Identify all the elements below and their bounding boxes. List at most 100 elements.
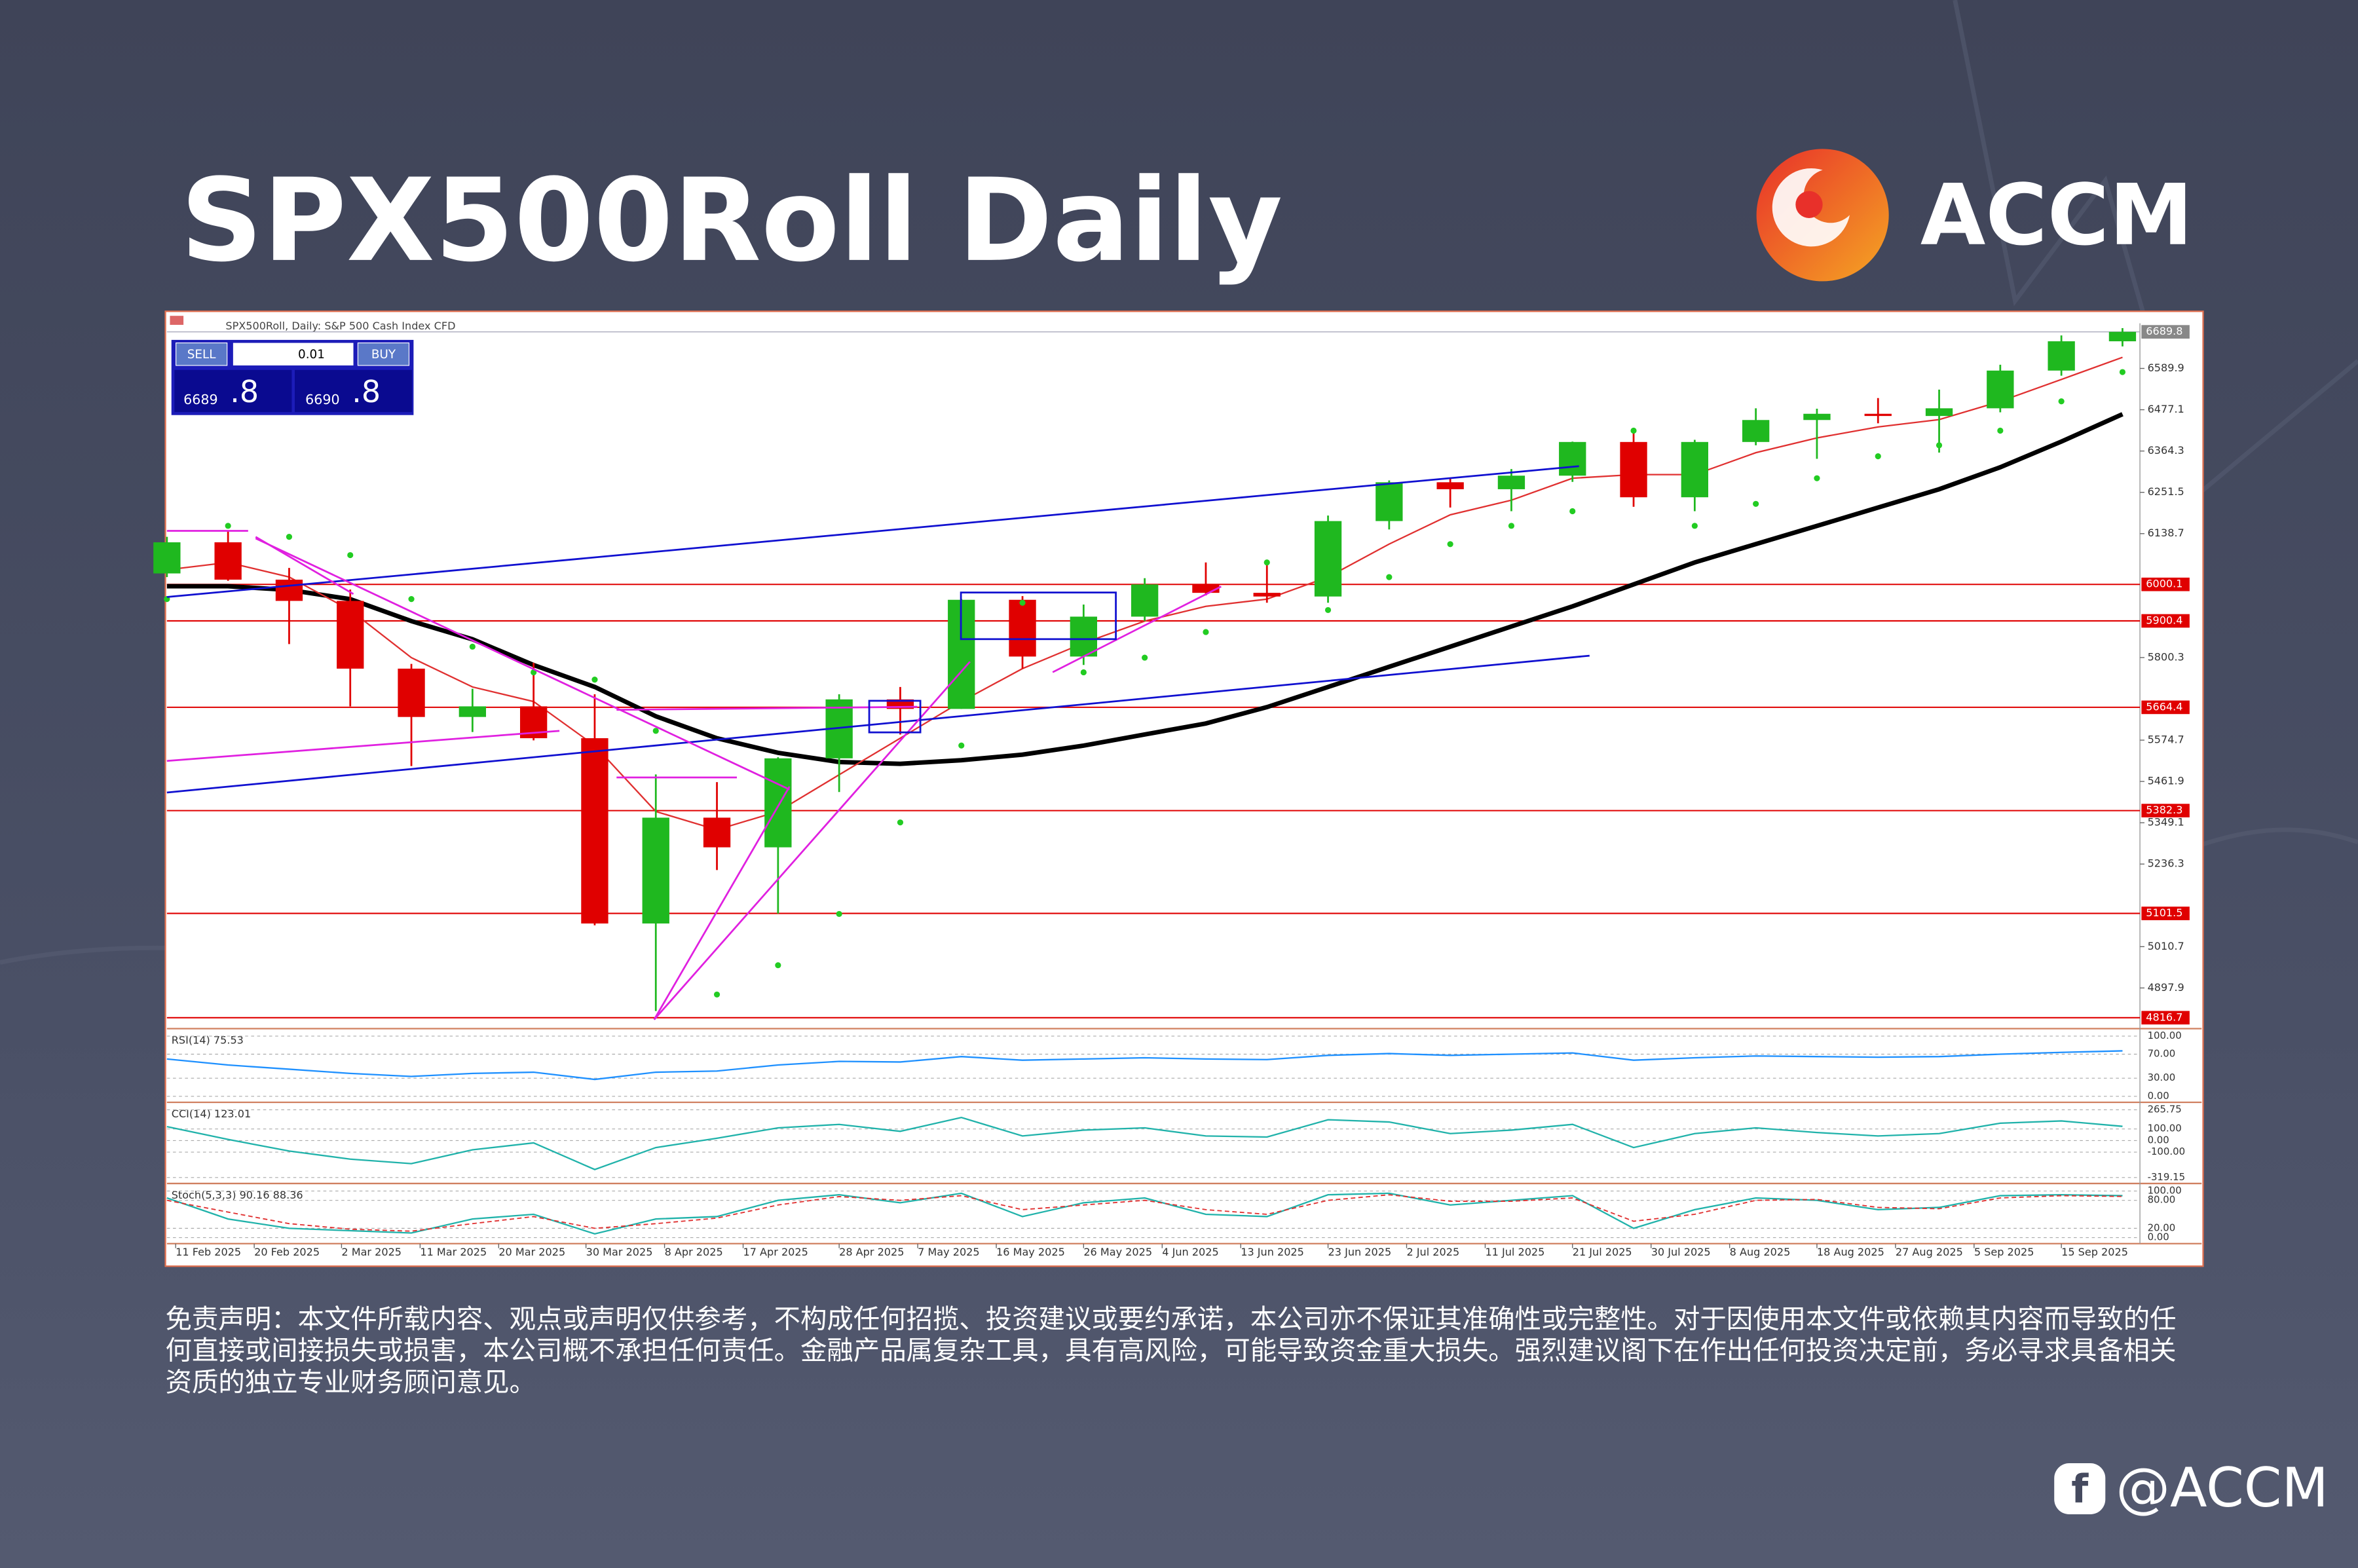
logo-swirl <box>1772 168 1850 247</box>
x-tick-label: 30 Mar 2025 <box>586 1246 653 1258</box>
x-tick-label: 2 Jul 2025 <box>1406 1246 1459 1258</box>
level-label: 5900.4 <box>2146 614 2182 626</box>
sar-dot <box>1203 629 1209 635</box>
x-tick-label: 26 May 2025 <box>1083 1246 1152 1258</box>
level-label: 5101.5 <box>2146 906 2182 919</box>
sell-price-box[interactable] <box>174 369 292 413</box>
sar-dot <box>1569 508 1576 515</box>
x-tick-label: 7 May 2025 <box>918 1246 980 1258</box>
trendline <box>166 465 1579 598</box>
candle-body <box>1131 584 1159 617</box>
candle-body <box>153 542 181 574</box>
sar-dot <box>713 991 720 998</box>
candle-body <box>1681 441 1709 498</box>
sar-dot <box>958 742 965 749</box>
sar-dot <box>775 962 781 969</box>
x-tick-label: 2 Mar 2025 <box>341 1246 402 1258</box>
trendline <box>616 705 918 711</box>
sar-dot <box>1508 523 1515 529</box>
level-tag <box>2141 577 2190 591</box>
candle-body <box>703 817 731 848</box>
lot-input[interactable] <box>233 343 354 365</box>
sar-dot <box>2119 369 2126 375</box>
x-tick-label: 4 Jun 2025 <box>1162 1246 1218 1258</box>
plot-area: 6589.9 6477.1 6364.3 6251.5 6138.7 5800.3 5574… <box>153 325 2190 1258</box>
sar-dot <box>1447 541 1453 548</box>
sar-dot <box>1142 654 1148 661</box>
indicator-tick-label: 0.00 <box>2148 1090 2169 1102</box>
level-tag <box>2141 614 2190 628</box>
x-tick-label: 20 Feb 2025 <box>254 1246 320 1258</box>
sell-button[interactable] <box>176 342 228 366</box>
candle-body <box>1559 441 1586 476</box>
facebook-icon[interactable] <box>2054 1463 2106 1515</box>
buy-price-box[interactable] <box>295 369 413 413</box>
candle-body <box>1742 420 1770 442</box>
sar-dot <box>1936 442 1943 449</box>
chart-window: SPX500Roll, Daily: S&P 500 Cash Index CF… <box>153 310 2204 1267</box>
sar-dot <box>897 819 904 826</box>
sar-dot <box>225 523 231 529</box>
lot-value: 0.01 <box>298 348 325 362</box>
x-tick-label: 18 Aug 2025 <box>1817 1246 1884 1258</box>
indicator-label: RSI(14) 75.53 <box>172 1034 244 1046</box>
buy-price-frac: .8 <box>352 374 381 409</box>
y-tick-label: 5349.1 <box>2148 816 2184 829</box>
candle-body <box>1987 370 2014 409</box>
indicator-label: CCI(14) 123.01 <box>172 1108 251 1120</box>
level-label: 5382.3 <box>2146 804 2182 816</box>
indicator-tick-label: 80.00 <box>2148 1194 2176 1206</box>
sar-dot <box>1080 669 1087 676</box>
y-tick-label: 5461.9 <box>2148 775 2184 787</box>
candle-body <box>1070 616 1098 657</box>
indicator-tick-label: 100.00 <box>2148 1184 2182 1196</box>
sar-dot <box>1630 427 1637 434</box>
indicator-tick-label: 100.00 <box>2148 1030 2182 1041</box>
last-price-label: 6689.8 <box>2146 325 2182 337</box>
chart-info-bar <box>166 312 2202 324</box>
sar-dot <box>1814 475 1820 481</box>
y-tick-label: 5236.3 <box>2148 857 2184 870</box>
sell-price: 6689 <box>183 392 218 407</box>
buy-price: 6690 <box>305 392 340 407</box>
x-tick-label: 5 Sep 2025 <box>1974 1246 2034 1258</box>
sar-dot <box>652 728 659 734</box>
disclaimer: 免责声明：本文件所载内容、观点或声明仅供参考，不构成任何招揽、投资建议或要约承诺… <box>165 1305 2177 1399</box>
sar-dot <box>836 910 842 918</box>
x-tick-label: 8 Apr 2025 <box>665 1246 723 1258</box>
level-label: 6000.1 <box>2146 578 2182 590</box>
indicator-tick-label: -319.15 <box>2148 1171 2186 1183</box>
level-label: 4816.7 <box>2146 1011 2182 1023</box>
trendline <box>255 537 790 791</box>
x-tick-label: 20 Mar 2025 <box>498 1246 565 1258</box>
level-tag <box>2141 804 2190 817</box>
social-handle: @ACCM <box>2116 1457 2328 1520</box>
candle-body <box>214 542 242 580</box>
x-tick-label: 11 Jul 2025 <box>1485 1246 1544 1258</box>
trendline <box>166 730 560 762</box>
chart-frame <box>164 310 2204 1267</box>
candle-body <box>275 580 303 601</box>
sar-dot <box>1263 559 1270 566</box>
page-title: SPX500Roll Daily <box>181 155 1283 288</box>
sar-dot <box>286 534 293 540</box>
candle-body <box>642 817 669 924</box>
last-price-tag <box>2141 325 2190 339</box>
trendline <box>653 661 971 1020</box>
y-tick-label: 6589.9 <box>2148 362 2184 374</box>
moving-average <box>166 356 2123 831</box>
facebook-glyph: f <box>2071 1467 2089 1512</box>
sar-dot <box>1997 427 2004 434</box>
sar-dot <box>469 643 476 650</box>
indicator-line <box>166 1116 2123 1170</box>
buy-button[interactable] <box>357 342 410 366</box>
candle-body <box>458 706 487 717</box>
candle-body <box>337 601 364 669</box>
x-tick-label: 13 Jun 2025 <box>1241 1246 1304 1258</box>
indicator-tick-label: 30.00 <box>2148 1072 2176 1083</box>
candle-body <box>764 758 792 848</box>
y-tick-label: 5010.7 <box>2148 940 2184 952</box>
candle-body <box>1864 413 1892 417</box>
candle-body <box>581 738 608 924</box>
